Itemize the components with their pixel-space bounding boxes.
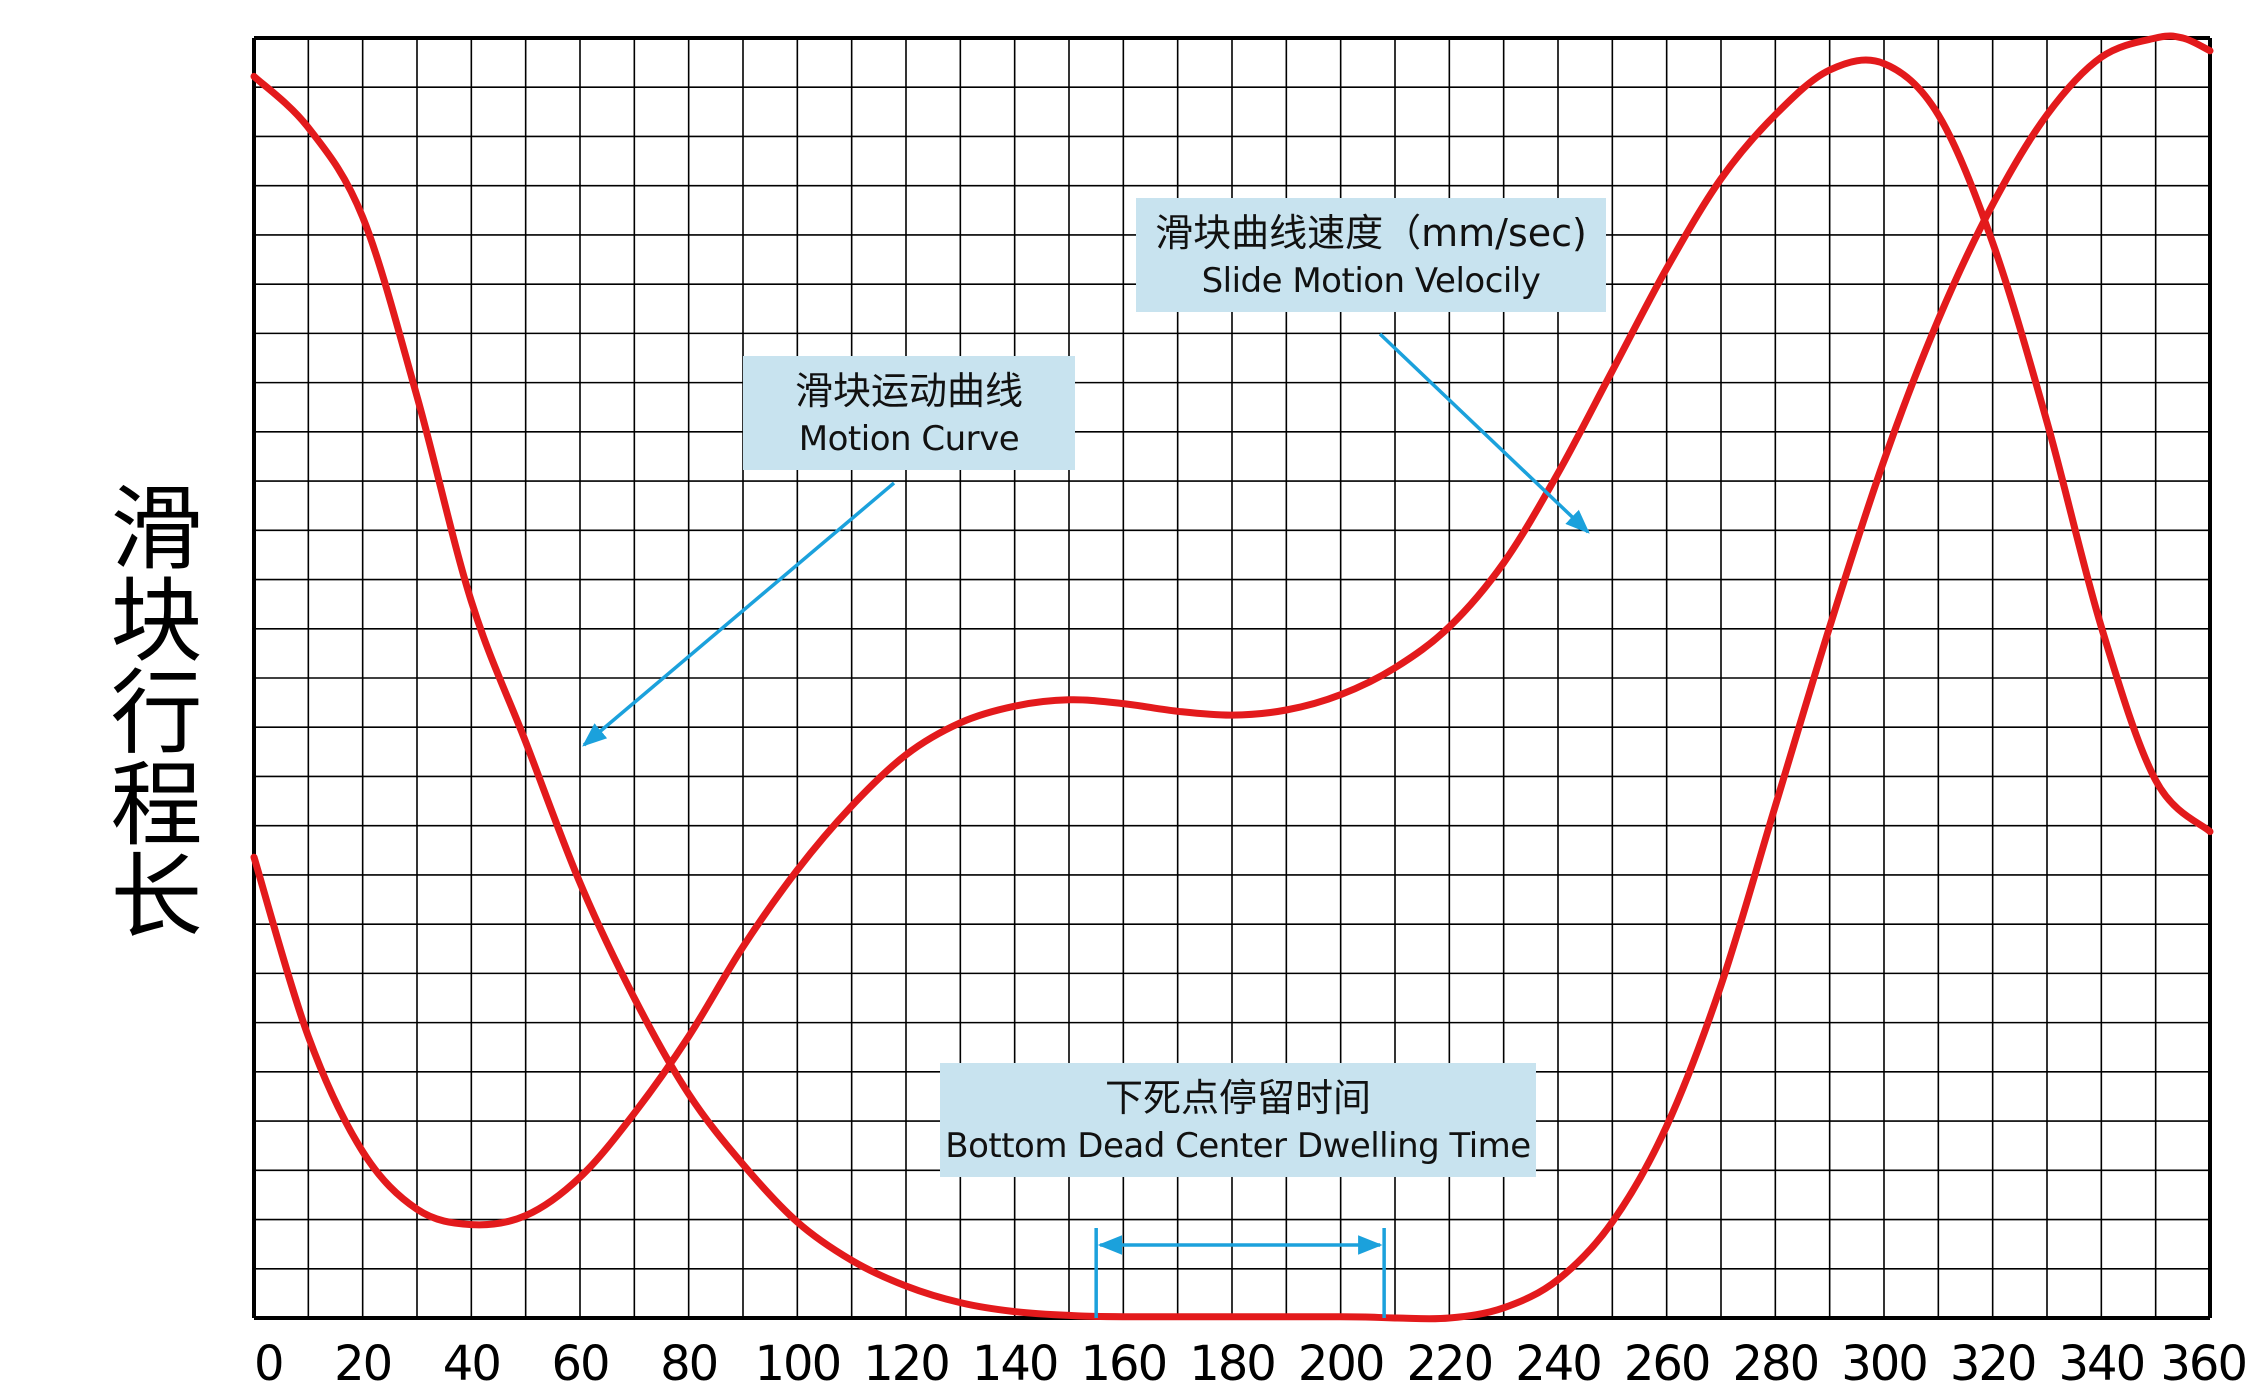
x-tick-label: 280 bbox=[1733, 1336, 1819, 1392]
x-tick-labels: 0 20 40 60 80 100 120 140 160 180 200 220 240 260 280 3… bbox=[254, 1336, 2248, 1392]
x-tick-label: 240 bbox=[1515, 1336, 1601, 1392]
dwell-callout-en: Bottom Dead Center Dwelling Time bbox=[945, 1126, 1531, 1166]
x-tick-label: 300 bbox=[1841, 1336, 1927, 1392]
velocity-callout-zh: 滑块曲线速度（mm/sec) bbox=[1155, 211, 1587, 255]
x-tick-label: 160 bbox=[1081, 1336, 1167, 1392]
dwell-callout: 下死点停留时间 Bottom Dead Center Dwelling Time bbox=[940, 1063, 1536, 1177]
motion-callout: 滑块运动曲线 Motion Curve bbox=[743, 356, 1075, 470]
x-tick-label: 40 bbox=[443, 1336, 500, 1392]
curves bbox=[250, 32, 2214, 1323]
motion-curve bbox=[250, 32, 2214, 1323]
x-tick-label: 360 bbox=[2160, 1336, 2246, 1392]
x-tick-label: 80 bbox=[660, 1336, 717, 1392]
velocity-callout-en: Slide Motion Velocily bbox=[1201, 261, 1541, 301]
x-tick-label: 0 bbox=[254, 1336, 283, 1392]
velocity-callout: 滑块曲线速度（mm/sec) Slide Motion Velocily bbox=[1136, 198, 1606, 312]
x-tick-label: 20 bbox=[334, 1336, 391, 1392]
x-tick-label: 60 bbox=[551, 1336, 608, 1392]
y-axis-label: 滑块行程长 bbox=[95, 480, 202, 940]
x-tick-label: 140 bbox=[972, 1336, 1058, 1392]
x-tick-label: 320 bbox=[1950, 1336, 2036, 1392]
x-tick-label: 220 bbox=[1407, 1336, 1493, 1392]
x-tick-label: 120 bbox=[863, 1336, 949, 1392]
dwell-callout-zh: 下死点停留时间 bbox=[1104, 1076, 1371, 1120]
motion-callout-zh: 滑块运动曲线 bbox=[794, 369, 1023, 413]
x-tick-label: 180 bbox=[1189, 1336, 1275, 1392]
annotation-arrows bbox=[582, 332, 1590, 1318]
x-tick-label: 260 bbox=[1624, 1336, 1710, 1392]
motion-callout-en: Motion Curve bbox=[798, 419, 1020, 459]
velocity-arrow bbox=[1378, 332, 1590, 534]
x-tick-label: 100 bbox=[755, 1336, 841, 1392]
velocity-curve bbox=[250, 56, 2214, 1229]
motion-arrow bbox=[582, 481, 896, 747]
x-tick-label: 340 bbox=[2059, 1336, 2145, 1392]
x-tick-label: 200 bbox=[1298, 1336, 1384, 1392]
